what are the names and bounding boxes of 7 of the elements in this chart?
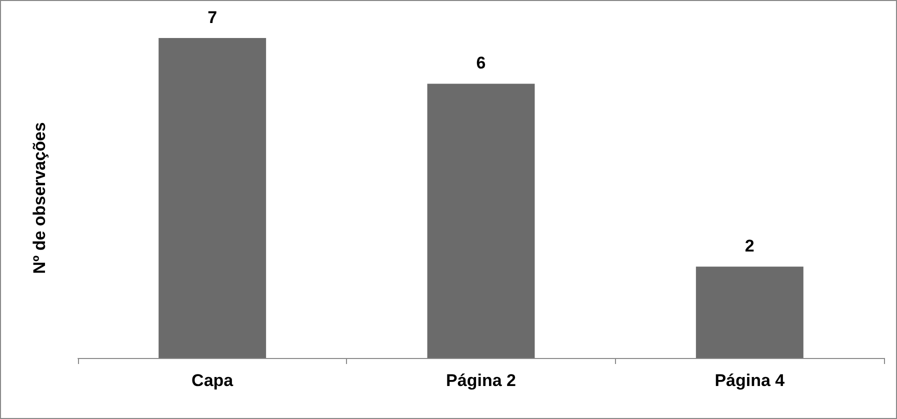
x-tick-label: Página 2 bbox=[446, 371, 516, 390]
data-label: 6 bbox=[476, 54, 486, 73]
data-label: 2 bbox=[744, 236, 754, 256]
x-tick-label: Página 4 bbox=[714, 371, 786, 390]
y-axis-title: Nº de observações bbox=[30, 122, 49, 274]
x-tick-label: Capa bbox=[192, 371, 234, 390]
data-label: 7 bbox=[208, 8, 218, 27]
